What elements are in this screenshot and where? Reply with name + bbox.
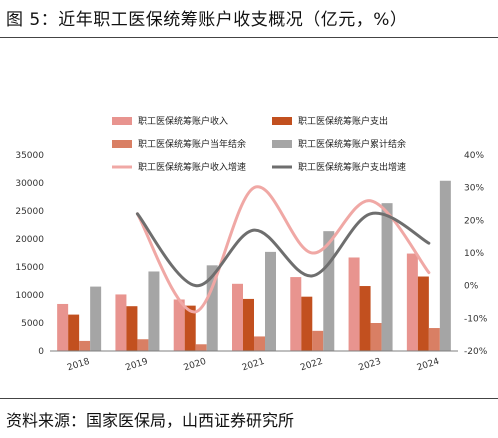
bar-2-3 [254,336,265,351]
y-right-tick-label: -20% [464,347,488,357]
lines [135,185,431,314]
x-tick-label: 2018 [66,357,91,374]
bar-1-5 [359,286,371,351]
y-left-tick-label: 30000 [15,179,44,189]
legend-swatch-3 [272,140,292,148]
bar-3-4 [323,231,335,351]
bar-3-1 [148,271,160,351]
bar-2-2 [195,344,207,351]
source-note: 资料来源：国家医保局，山西证券研究所 [6,411,295,430]
bar-1-6 [417,276,429,351]
bar-2-0 [79,340,91,351]
bar-0-6 [406,253,418,351]
bar-2-6 [428,328,440,351]
bottom-rule [0,398,498,399]
x-tick-label: 2022 [299,357,324,374]
bar-3-0 [90,286,102,351]
x-tick-label: 2024 [416,357,441,374]
y-left-tick-label: 35000 [15,151,44,161]
bar-3-5 [381,203,393,351]
y-right-tick-label: 40% [464,151,484,161]
bar-0-3 [232,283,243,351]
bar-0-5 [348,257,360,351]
x-tick-label: 2021 [241,357,266,374]
bar-1-4 [301,296,313,351]
y-left-tick-label: 5000 [21,319,44,329]
bar-2-4 [312,330,324,351]
top-rule [0,37,498,38]
x-tick-label: 2019 [124,357,149,374]
figure-title: 图 5：近年职工医保统筹账户收支概况（亿元，%） [6,10,408,30]
bar-3-2 [206,265,218,351]
bar-0-2 [173,299,185,351]
bar-0-0 [57,303,69,351]
bar-2-5 [370,323,382,351]
legend-label-2: 职工医保统筹账户当年结余 [138,138,246,150]
bar-1-2 [184,305,196,351]
bars [57,180,451,351]
legend-label-5: 职工医保统筹账户支出增速 [298,161,406,173]
bar-3-3 [265,251,276,351]
legend-label-4: 职工医保统筹账户收入增速 [138,161,246,173]
bar-1-3 [243,298,254,351]
legend-swatch-1 [272,117,292,125]
x-tick-label: 2020 [183,357,208,374]
y-left-tick-label: 15000 [15,263,44,273]
legend-swatch-2 [112,140,132,148]
legend-label-0: 职工医保统筹账户收入 [138,115,228,127]
bar-1-0 [68,314,80,351]
y-right-tick-label: -10% [464,314,488,324]
legend-swatch-0 [112,117,132,125]
line-series-0 [135,185,431,314]
y-right-tick-label: 30% [464,184,484,194]
x-tick-label: 2023 [358,357,383,374]
bar-0-1 [115,294,127,351]
legend-label-1: 职工医保统筹账户支出 [298,115,388,127]
y-right-tick-label: 20% [464,216,484,226]
bar-3-6 [439,180,451,351]
y-right-tick-label: 0% [464,282,479,292]
bar-0-4 [290,277,302,351]
y-left-tick-label: 20000 [15,235,44,245]
bar-2-1 [137,339,149,351]
y-left-tick-label: 10000 [15,291,44,301]
line-series-1 [135,211,431,288]
y-left-tick-label: 0 [38,347,44,357]
legend-label-3: 职工医保统筹账户累计结余 [298,138,406,150]
y-right-tick-label: 10% [464,249,484,259]
bar-1-1 [126,306,138,351]
y-left-tick-label: 25000 [15,207,44,217]
